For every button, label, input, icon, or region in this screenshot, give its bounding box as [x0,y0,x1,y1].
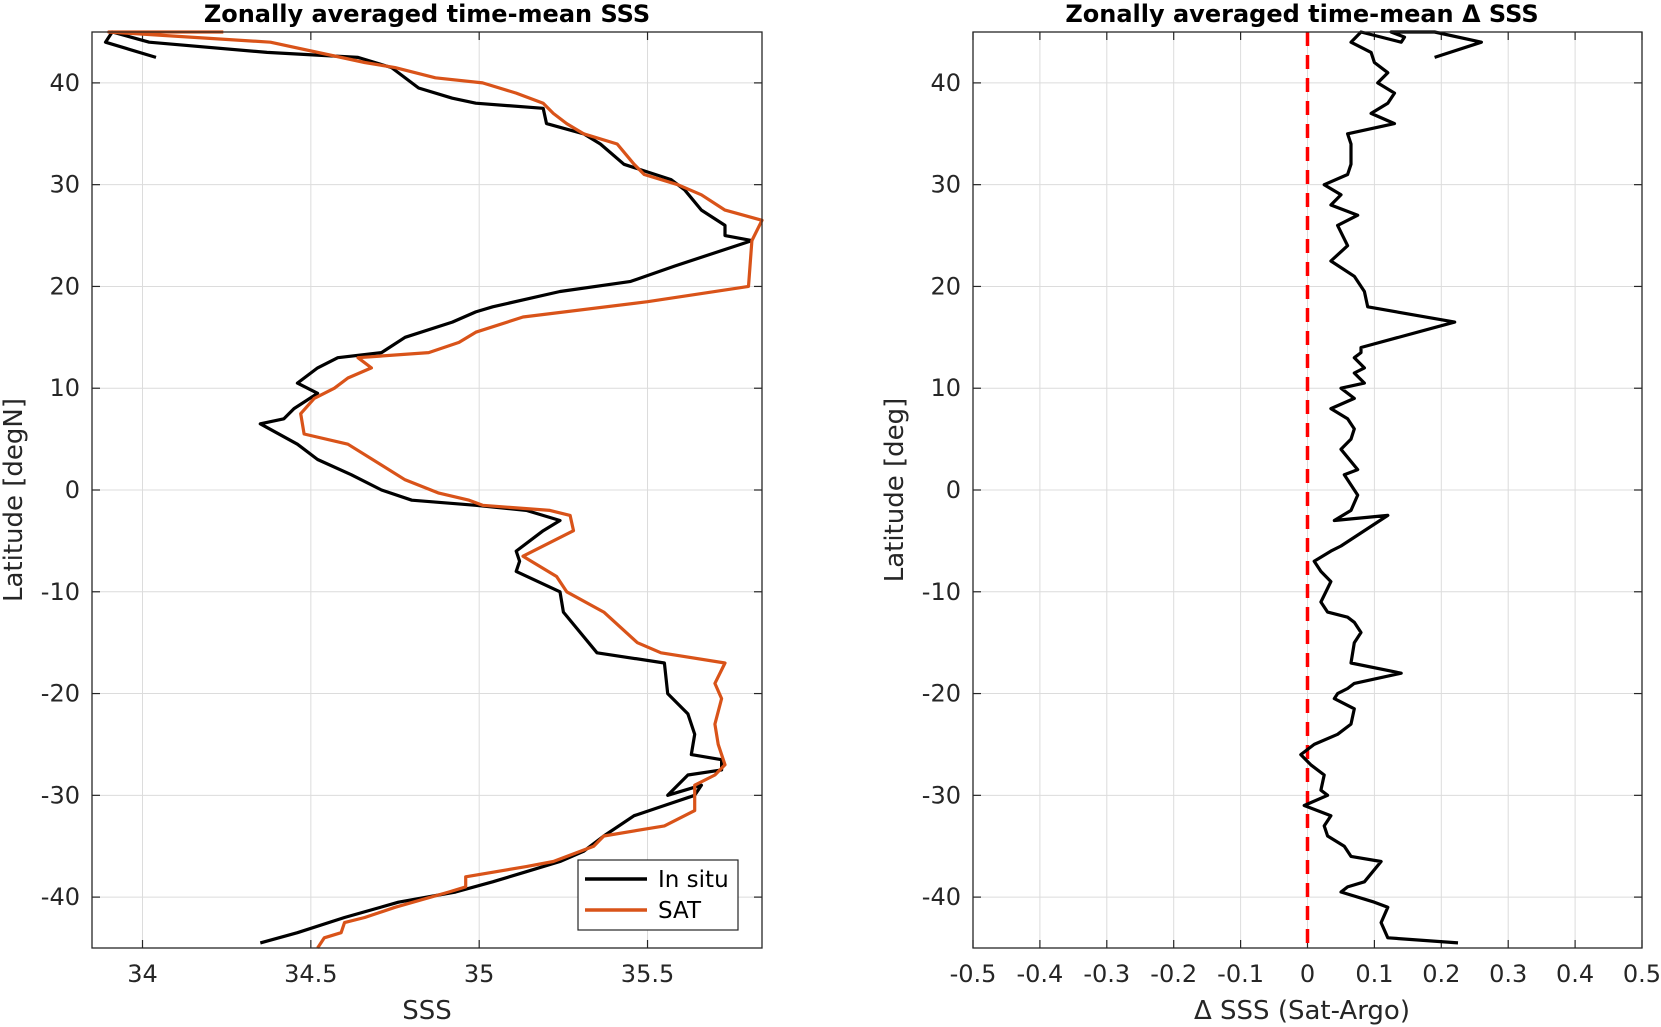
x-tick-label: 0.2 [1422,960,1460,988]
left-axes-frame [91,31,763,949]
left-y-ticks: -40 -30 -20 -10 0 10 20 30 40 [41,69,762,911]
y-tick-label: 30 [930,171,961,199]
left-y-axis-label: Latitude [degN] [0,398,29,602]
y-tick-label: -30 [922,781,961,809]
left-series [103,30,764,949]
x-tick-label: 35.5 [621,960,674,988]
y-tick-label: -20 [922,680,961,708]
y-tick-label: -40 [41,883,80,911]
x-tick-label: -0.2 [1150,960,1197,988]
x-tick-label: 35 [464,960,495,988]
y-tick-label: 40 [930,69,961,97]
right-y-axis-label: Latitude [deg] [880,398,910,583]
right-x-axis-label: Δ SSS (Sat-Argo) [1194,996,1410,1026]
right-y-ticks: -40 -30 -20 -10 0 10 20 30 40 [922,69,1642,911]
y-tick-label: -40 [922,883,961,911]
y-tick-label: -10 [922,578,961,606]
x-tick-label: 0.5 [1623,960,1661,988]
left-x-axis-label: SSS [402,996,452,1026]
x-tick-label: 0.1 [1355,960,1393,988]
y-tick-label: 0 [65,476,80,504]
right-title: Zonally averaged time-mean Δ SSS [1065,0,1538,28]
left-panel-sss: Zonally averaged time-mean SSS 34 34.5 35 3… [0,0,764,1026]
y-tick-label: 10 [49,374,80,402]
x-tick-label: -0.3 [1083,960,1130,988]
x-tick-label: -0.4 [1016,960,1063,988]
right-panel-delta-sss: Zonally averaged time-mean Δ SSS -0.5 -0.… [880,0,1661,1026]
legend-label-in-situ: In situ [658,867,729,893]
series-line-delta-sss [1299,30,1484,945]
x-tick-label: -0.1 [1217,960,1264,988]
left-title: Zonally averaged time-mean SSS [204,0,650,28]
series-line-sat [107,30,764,949]
y-tick-label: -30 [41,781,80,809]
x-tick-label: 0.3 [1489,960,1527,988]
legend-box [577,859,739,931]
right-series [1299,30,1484,945]
legend: In situ SAT [577,859,739,931]
y-tick-label: -10 [41,578,80,606]
x-tick-label: 0 [1300,960,1315,988]
y-tick-label: 40 [49,69,80,97]
x-tick-label: 0.4 [1556,960,1594,988]
y-tick-label: 20 [49,272,80,300]
left-x-ticks: 34 34.5 35 35.5 [127,32,674,988]
y-tick-label: 20 [930,272,961,300]
y-tick-label: 30 [49,171,80,199]
x-tick-label: 34 [127,960,158,988]
right-x-ticks: -0.5 -0.4 -0.3 -0.2 -0.1 0 0.1 0.2 0.3 0.4 0.5 [950,32,1661,988]
right-axes-frame [972,31,1643,949]
y-tick-label: -20 [41,680,80,708]
x-tick-label: -0.5 [950,960,997,988]
y-tick-label: 0 [946,476,961,504]
legend-label-sat: SAT [658,898,702,924]
y-tick-label: 10 [930,374,961,402]
x-tick-label: 34.5 [284,960,337,988]
right-grid [972,32,1643,948]
